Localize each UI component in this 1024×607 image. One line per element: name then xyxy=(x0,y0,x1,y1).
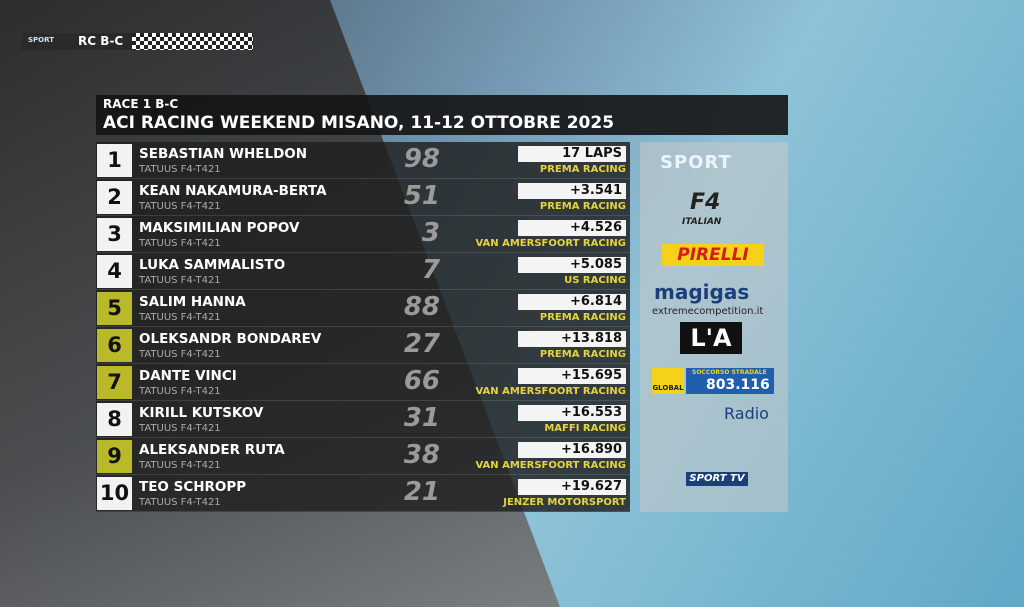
position: 8 xyxy=(97,403,132,436)
team: US RACING xyxy=(564,275,626,286)
car-model: TATUUS F4-T421 xyxy=(139,497,221,508)
result-row: 8 KIRILL KUTSKOV TATUUS F4-T421 31 +16.553 MA… xyxy=(96,401,630,438)
position: 10 xyxy=(97,477,132,510)
team: MAFFI RACING xyxy=(544,423,626,434)
driver-name: SALIM HANNA xyxy=(139,294,246,310)
car-number: 21 xyxy=(403,477,440,507)
car-model: TATUUS F4-T421 xyxy=(139,423,221,434)
result-row: 6 OLEKSANDR BONDAREV TATUUS F4-T421 27 +13.8… xyxy=(96,327,630,364)
team: JENZER MOTORSPORT xyxy=(503,497,626,508)
header: RACE 1 B-C ACI RACING WEEKEND MISANO, 11… xyxy=(96,95,788,135)
team: VAN AMERSFOORT RACING xyxy=(475,460,626,471)
car-model: TATUUS F4-T421 xyxy=(139,386,221,397)
position: 1 xyxy=(97,144,132,177)
car-model: TATUUS F4-T421 xyxy=(139,201,221,212)
sponsor-sporttv: SPORT TV xyxy=(686,472,748,486)
car-number: 88 xyxy=(403,292,440,322)
sponsor-magigas: magigas xyxy=(654,280,750,304)
sponsor-panel: SPORT F4 ITALIAN PIRELLI magigas extreme… xyxy=(640,142,788,512)
position: 3 xyxy=(97,218,132,251)
sponsor-radio: Radio xyxy=(724,404,769,423)
position: 7 xyxy=(97,366,132,399)
car-number: 7 xyxy=(421,255,440,285)
team: PREMA RACING xyxy=(539,201,626,212)
sponsor-phone: 803.116 xyxy=(706,377,770,393)
race-label: RACE 1 B-C xyxy=(103,97,179,111)
sponsor-soccorso: SOCCORSO STRADALE xyxy=(692,369,767,376)
gap: +16.553 xyxy=(518,405,626,421)
result-row: 1 SEBASTIAN WHELDON TATUUS F4-T421 98 17 LAP… xyxy=(96,142,630,179)
car-number: 31 xyxy=(403,403,440,433)
driver-name: ALEKSANDER RUTA xyxy=(139,442,285,458)
sponsor-automobile: L'A xyxy=(680,322,742,354)
car-number: 38 xyxy=(403,440,440,470)
gap: +3.541 xyxy=(518,183,626,199)
team: PREMA RACING xyxy=(539,349,626,360)
driver-name: KIRILL KUTSKOV xyxy=(139,405,264,421)
result-row: 2 KEAN NAKAMURA-BERTA TATUUS F4-T421 51 +3.5… xyxy=(96,179,630,216)
position: 5 xyxy=(97,292,132,325)
car-number: 66 xyxy=(403,366,440,396)
position: 6 xyxy=(97,329,132,362)
position: 9 xyxy=(97,440,132,473)
team: PREMA RACING xyxy=(539,164,626,175)
result-row: 7 DANTE VINCI TATUUS F4-T421 66 +15.695 VAN A… xyxy=(96,364,630,401)
sponsor-pirelli: PIRELLI xyxy=(662,244,764,266)
car-model: TATUUS F4-T421 xyxy=(139,238,221,249)
sponsor-f4: F4 xyxy=(690,190,721,215)
car-number: 98 xyxy=(403,144,440,174)
gap: +15.695 xyxy=(518,368,626,384)
sponsor-aci-global: GLOBAL xyxy=(652,368,684,394)
sponsor-soccorso-box: SOCCORSO STRADALE 803.116 xyxy=(686,368,774,394)
car-number: 51 xyxy=(403,181,440,211)
gap: +6.814 xyxy=(518,294,626,310)
driver-name: KEAN NAKAMURA-BERTA xyxy=(139,183,327,199)
car-model: TATUUS F4-T421 xyxy=(139,312,221,323)
driver-name: TEO SCHROPP xyxy=(139,479,247,495)
car-model: TATUUS F4-T421 xyxy=(139,349,221,360)
checkered-flag xyxy=(132,33,253,50)
driver-name: MAKSIMILIAN POPOV xyxy=(139,220,300,236)
gap: +4.526 xyxy=(518,220,626,236)
sponsor-aci-sport: SPORT xyxy=(660,152,732,173)
car-model: TATUUS F4-T421 xyxy=(139,164,221,175)
bug-label: RC B-C xyxy=(78,34,124,48)
gap: +19.627 xyxy=(518,479,626,495)
gap: 17 LAPS xyxy=(518,146,626,162)
car-model: TATUUS F4-T421 xyxy=(139,275,221,286)
result-row: 10 TEO SCHROPP TATUUS F4-T421 21 +19.627 JENZ… xyxy=(96,475,630,512)
results-table: 1 SEBASTIAN WHELDON TATUUS F4-T421 98 17 LAP… xyxy=(96,142,630,512)
result-row: 9 ALEKSANDER RUTA TATUUS F4-T421 38 +16.890 V… xyxy=(96,438,630,475)
driver-name: OLEKSANDR BONDAREV xyxy=(139,331,322,347)
team: VAN AMERSFOORT RACING xyxy=(475,386,626,397)
team: VAN AMERSFOORT RACING xyxy=(475,238,626,249)
result-row: 5 SALIM HANNA TATUUS F4-T421 88 +6.814 PREMA … xyxy=(96,290,630,327)
broadcast-bug: SPORT RC B-C xyxy=(22,33,253,50)
position: 4 xyxy=(97,255,132,288)
driver-name: LUKA SAMMALISTO xyxy=(139,257,286,273)
sponsor-f4-sub: ITALIAN xyxy=(682,217,722,227)
car-number: 3 xyxy=(421,218,440,248)
driver-name: SEBASTIAN WHELDON xyxy=(139,146,308,162)
bug-brand: SPORT xyxy=(28,36,54,44)
team: PREMA RACING xyxy=(539,312,626,323)
car-model: TATUUS F4-T421 xyxy=(139,460,221,471)
car-number: 27 xyxy=(403,329,440,359)
event-title: ACI RACING WEEKEND MISANO, 11-12 OTTOBRE… xyxy=(103,113,615,133)
position: 2 xyxy=(97,181,132,214)
gap: +16.890 xyxy=(518,442,626,458)
sponsor-extreme: extremecompetition.it xyxy=(652,306,764,317)
gap: +5.085 xyxy=(518,257,626,273)
result-row: 4 LUKA SAMMALISTO TATUUS F4-T421 7 +5.085 US … xyxy=(96,253,630,290)
result-row: 3 MAKSIMILIAN POPOV TATUUS F4-T421 3 +4.526 V… xyxy=(96,216,630,253)
gap: +13.818 xyxy=(518,331,626,347)
driver-name: DANTE VINCI xyxy=(139,368,237,384)
